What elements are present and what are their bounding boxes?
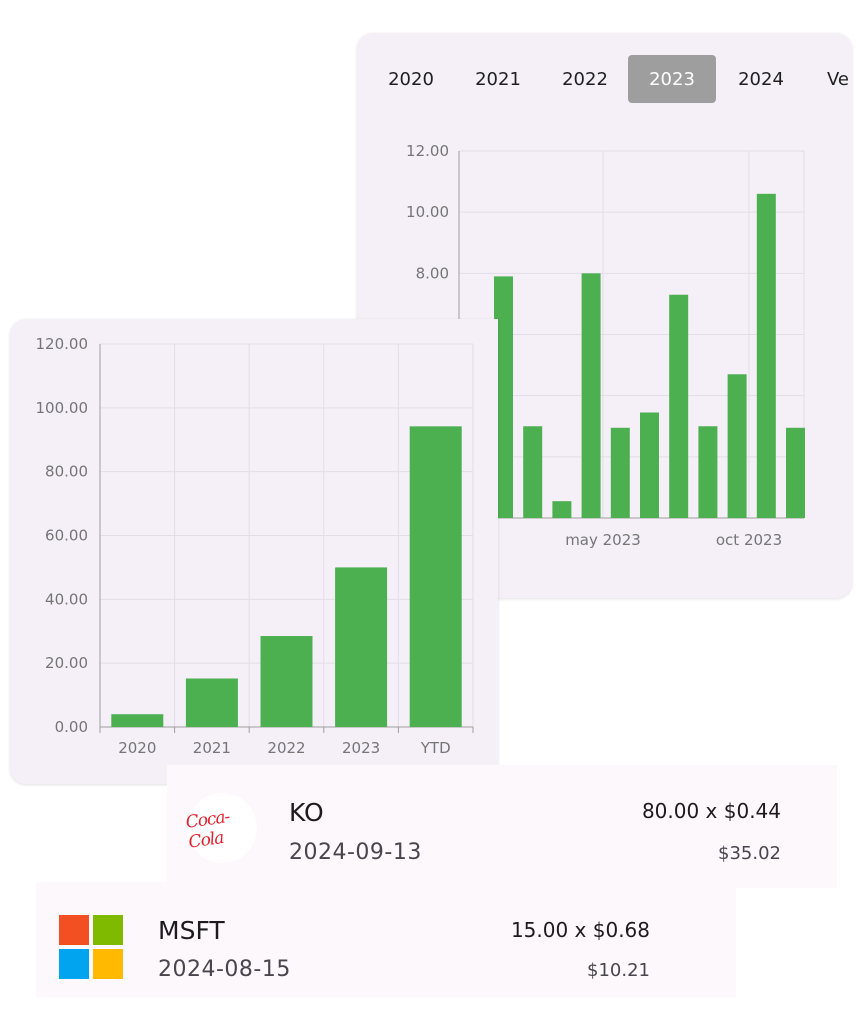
bar [669,294,689,518]
y-tick-label: 40.00 [45,590,88,608]
dividend-amount: $10.21 [587,960,650,981]
y-tick-label: 8.00 [416,264,449,282]
bar [260,636,313,727]
transaction-msft[interactable]: MSFT 2024-08-15 15.00 x $0.68 $10.21 [36,882,736,997]
ticker: KO [289,798,324,827]
bar [409,426,462,727]
x-tick-label: may 2023 [565,531,641,549]
bar [610,427,630,518]
x-tick-label: 2020 [118,739,156,757]
x-tick-label: 2023 [342,739,380,757]
coca-cola-logo-text: Coca-Cola [184,806,231,853]
yearly-bar-chart: 2020 2021 2022 2023 YTD 0.00 20.00 40.00 60.00 80… [36,335,474,757]
ticker: MSFT [158,916,225,945]
payment-date: 2024-08-15 [158,957,291,982]
quantity-price: 15.00 x $0.68 [510,918,650,942]
bar [581,273,601,518]
x-tick-label: 2021 [193,739,231,757]
microsoft-logo [58,912,126,980]
y-tick-label: 100.00 [36,399,89,417]
bar [698,426,718,518]
tab-2023[interactable]: 2023 [628,55,716,103]
y-tick-label: 20.00 [45,654,88,672]
bar [494,276,513,518]
bar [786,427,805,518]
dividend-amount: $35.02 [718,843,781,864]
yearly-dividends-card: 2020 2021 2022 2023 YTD 0.00 20.00 40.00 60.00 80… [10,319,498,784]
tab-2024[interactable]: 2024 [738,68,784,90]
bar [727,374,747,518]
payment-date: 2024-09-13 [289,840,422,865]
bar [523,426,543,518]
x-tick-label: YTD [420,739,451,757]
year-tabs[interactable]: 2020 2021 2022 2023 2024 Ve [357,55,852,103]
bar [552,501,572,518]
x-tick-label: oct 2023 [716,531,782,549]
quantity-price: 80.00 x $0.44 [641,799,781,823]
y-tick-label: 60.00 [45,527,88,545]
y-tick-label: 120.00 [36,335,89,353]
tab-2022[interactable]: 2022 [562,68,608,90]
y-tick-label: 80.00 [45,463,88,481]
tab-2020[interactable]: 2020 [388,68,434,90]
tab-ve[interactable]: Ve [827,68,849,90]
x-tick-label: 2022 [267,739,305,757]
bar [335,567,388,727]
y-tick-label: 0.00 [55,718,88,736]
bar [111,714,164,727]
bar [185,678,238,727]
monthly-bar-chart: 8.00 10.00 12.00 may 2023 oct 2023 [406,142,805,549]
bar [640,412,659,518]
bar [756,193,776,519]
y-tick-label: 10.00 [406,203,449,221]
transaction-ko[interactable]: Coca-Cola KO 2024-09-13 80.00 x $0.44 $3… [167,765,837,888]
tab-2021[interactable]: 2021 [475,68,521,90]
coca-cola-logo: Coca-Cola [184,793,257,863]
y-tick-label: 12.00 [406,142,449,160]
